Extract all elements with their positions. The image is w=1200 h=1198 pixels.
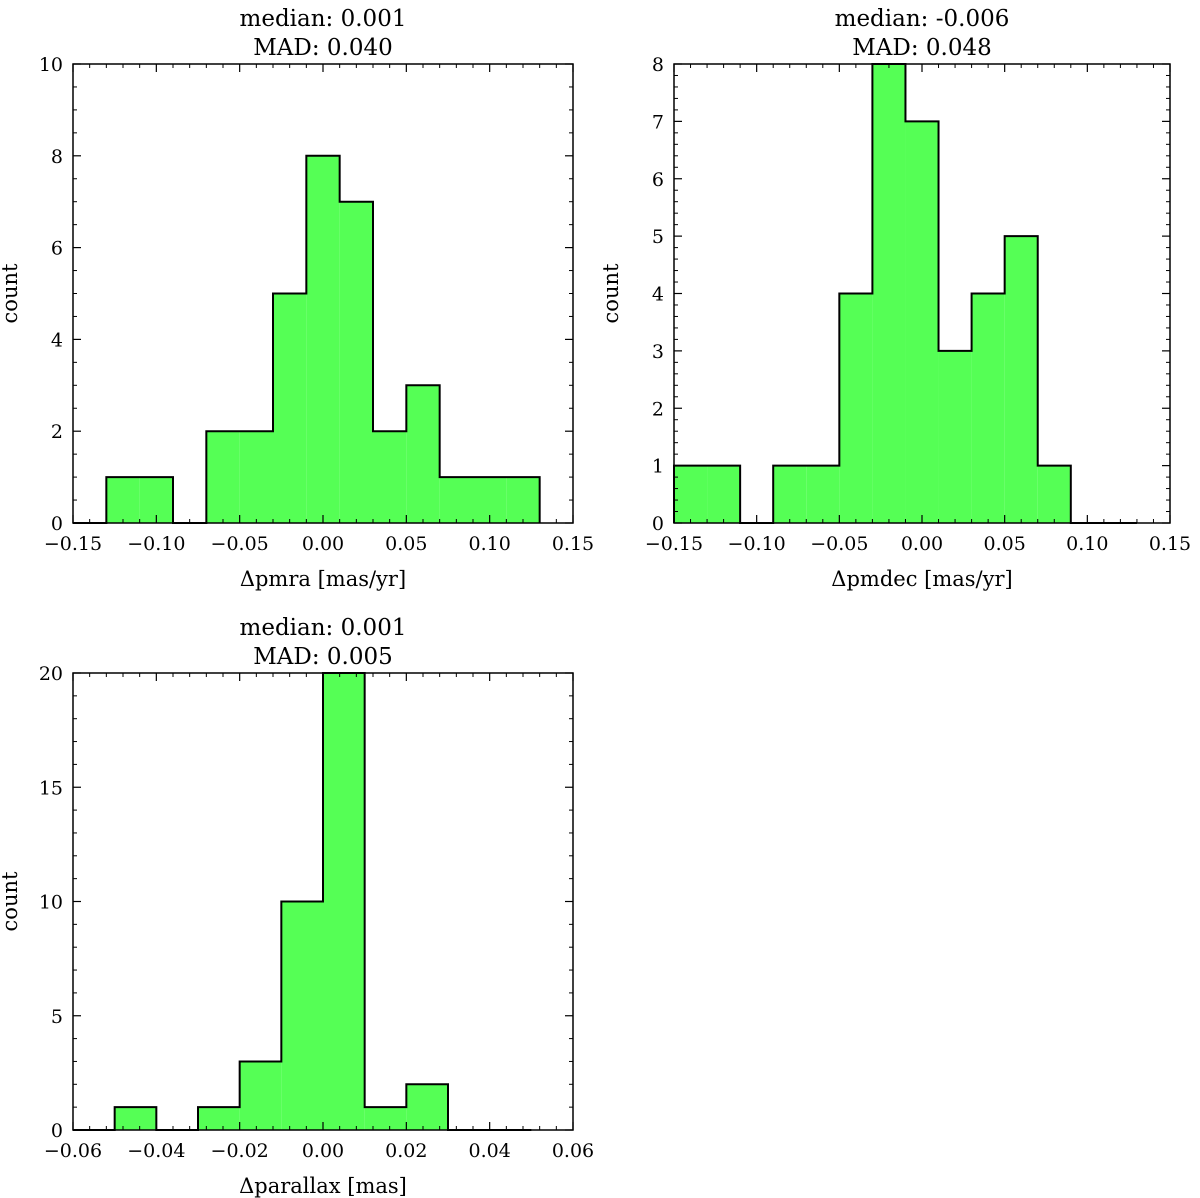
y-tick-label: 2 [652,398,664,420]
x-tick-label: 0.05 [984,533,1026,555]
chart-title-line: MAD: 0.005 [253,644,393,670]
histogram-bar [971,293,1005,523]
histogram-bar [839,293,873,523]
x-tick-label: 0.00 [302,1140,344,1162]
histogram-outline [73,672,532,1131]
y-tick-label: 4 [652,284,664,306]
histogram-bar [1037,465,1071,523]
x-tick-label: 0.15 [552,533,594,555]
x-tick-label: −0.02 [211,1140,269,1162]
y-axis-label: count [0,263,22,323]
y-tick-label: 6 [51,238,63,260]
histogram-bar [306,155,340,524]
histogram-bar [239,431,273,523]
histogram-bar [872,64,906,523]
chart-title-line: MAD: 0.048 [852,35,992,61]
y-tick-label: 3 [652,341,664,363]
y-tick-label: 8 [652,54,664,76]
histogram-bar [506,477,540,523]
histogram-bar [198,1107,240,1130]
x-tick-label: −0.05 [211,533,269,555]
x-axis-label: Δparallax [mas] [239,1174,407,1198]
histogram-outline [73,154,541,524]
histogram-bar [439,477,473,523]
chart-title-line: median: 0.001 [240,615,407,641]
x-axis-label: Δpmra [mas/yr] [240,567,406,591]
x-tick-label: 0.00 [901,533,943,555]
x-tick-label: 0.15 [1149,533,1191,555]
x-tick-label: 0.04 [469,1140,511,1162]
histogram-panel-3: −0.06 −0.04 −0.02 0.00 0.02 0.04 0.06 0 5 10 15 20 m… [0,615,594,1198]
y-tick-label: 5 [652,226,664,248]
histogram-bar [373,431,407,523]
histogram-bar [773,465,807,523]
y-axis-label: count [599,263,623,323]
x-axis-label: Δpmdec [mas/yr] [831,567,1012,591]
y-tick-label: 10 [39,54,63,76]
y-axis-label: count [0,871,22,931]
x-tick-label: 0.02 [385,1140,427,1162]
x-tick-label: −0.05 [810,533,868,555]
histogram-bar [323,673,365,1130]
x-tick-label: 0.00 [302,533,344,555]
x-tick-label: 0.06 [552,1140,594,1162]
histogram-bar [114,1107,157,1130]
chart-title-line: median: 0.001 [240,6,407,32]
x-tick-label: 0.10 [1066,533,1108,555]
y-tick-label: 1 [652,456,664,478]
histogram-bar [206,431,240,523]
chart-title-line: MAD: 0.040 [253,35,393,61]
y-tick-label: 2 [51,421,63,443]
histogram-bar [339,201,373,523]
y-tick-label: 15 [39,777,63,799]
histogram-panel-1: −0.15 −0.10 −0.05 0.00 0.05 0.10 0.15 0 2 4 6 8 10 me… [0,6,594,591]
histogram-bar [281,901,323,1130]
histogram-bar [364,1107,407,1130]
y-tick-label: 7 [652,111,664,133]
x-tick-label: −0.04 [127,1140,185,1162]
y-tick-label: 4 [51,329,63,351]
histogram-bar [938,350,972,523]
x-tick-label: −0.15 [645,533,703,555]
x-tick-label: −0.10 [728,533,786,555]
histogram-bar [707,465,741,523]
histogram-bar [674,465,708,523]
chart-title-line: median: -0.006 [835,6,1010,32]
y-tick-label: 6 [652,169,664,191]
y-tick-label: 0 [51,513,63,535]
histogram-bar [273,293,307,523]
x-tick-label: −0.10 [127,533,185,555]
y-tick-label: 10 [39,892,63,914]
histogram-bar [806,465,840,523]
x-tick-label: −0.15 [44,533,102,555]
y-tick-label: 5 [51,1006,63,1028]
histogram-bar [239,1061,282,1130]
histogram-bar [406,385,440,523]
y-tick-label: 20 [39,663,63,685]
y-tick-label: 8 [51,146,63,168]
histogram-bar [1004,236,1038,523]
x-tick-label: 0.05 [385,533,427,555]
histogram-bar [905,121,939,523]
x-tick-label: −0.06 [44,1140,102,1162]
x-tick-label: 0.10 [469,533,511,555]
histogram-panel-2: −0.15 −0.10 −0.05 0.00 0.05 0.10 0.15 0 1 2 3 4 5 6 7 8… [599,6,1191,591]
y-tick-label: 0 [652,513,664,535]
histogram-bar [106,477,140,523]
y-tick-label: 0 [51,1120,63,1142]
histogram-bar [406,1084,448,1130]
